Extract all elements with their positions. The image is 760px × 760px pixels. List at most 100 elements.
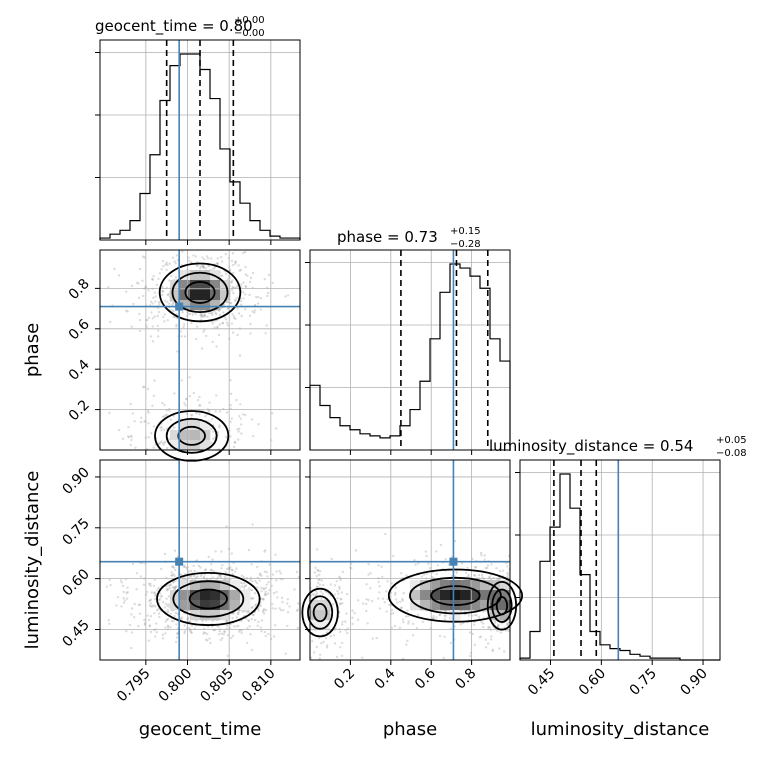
sample-point-geocent-time-vs-luminosity-distance (230, 636, 233, 640)
sample-point-geocent-time-vs-luminosity-distance (211, 558, 214, 561)
sample-point-geocent-time-vs-phase (173, 426, 176, 429)
sample-point-geocent-time-vs-phase (218, 313, 222, 317)
ytick-label-phase: 0.8 (66, 276, 93, 303)
sample-point-geocent-time-vs-luminosity-distance (149, 602, 152, 605)
sample-point-geocent-time-vs-luminosity-distance (214, 550, 217, 553)
sample-point-geocent-time-vs-luminosity-distance (147, 582, 151, 586)
sample-point-geocent-time-vs-phase (156, 306, 160, 310)
sample-point-geocent-time-vs-phase (166, 447, 169, 450)
sample-point-geocent-time-vs-phase (200, 347, 204, 350)
contour-geocent-time-vs-luminosity-distance-0-0 (188, 588, 228, 610)
sample-point-geocent-time-vs-luminosity-distance (219, 575, 222, 578)
sample-point-geocent-time-vs-luminosity-distance (216, 625, 220, 628)
sample-point-geocent-time-vs-phase (195, 337, 198, 341)
sample-point-geocent-time-vs-luminosity-distance (147, 639, 150, 642)
sample-point-geocent-time-vs-phase (199, 312, 203, 316)
sample-point-geocent-time-vs-phase (237, 264, 240, 267)
density-cell-phase-vs-luminosity-distance (470, 590, 481, 601)
density-cell-geocent-time-vs-phase (190, 270, 201, 281)
sample-point-phase-vs-luminosity-distance (341, 620, 344, 623)
sample-point-geocent-time-vs-phase (229, 403, 232, 407)
sample-point-geocent-time-vs-luminosity-distance (206, 625, 210, 628)
sample-point-geocent-time-vs-luminosity-distance (151, 605, 154, 608)
sample-point-phase-vs-luminosity-distance (505, 623, 509, 626)
sample-point-geocent-time-vs-luminosity-distance (165, 618, 169, 621)
sample-point-phase-vs-luminosity-distance (444, 614, 448, 617)
sample-point-phase-vs-luminosity-distance (432, 617, 435, 620)
sample-point-phase-vs-luminosity-distance (382, 597, 385, 600)
sample-point-geocent-time-vs-luminosity-distance (246, 627, 249, 630)
sample-point-geocent-time-vs-phase (130, 325, 133, 328)
sample-point-geocent-time-vs-phase (172, 310, 175, 313)
sample-point-geocent-time-vs-luminosity-distance (232, 625, 236, 628)
sample-point-geocent-time-vs-luminosity-distance (184, 565, 187, 569)
sample-point-geocent-time-vs-luminosity-distance (133, 616, 136, 619)
sample-point-geocent-time-vs-phase (121, 437, 125, 440)
contour-geocent-time-vs-phase-1-0 (177, 425, 206, 446)
sample-point-geocent-time-vs-luminosity-distance (158, 598, 162, 601)
sample-point-geocent-time-vs-phase (163, 403, 166, 407)
sample-point-geocent-time-vs-luminosity-distance (231, 634, 235, 638)
panel-frame-phase-vs-luminosity-distance (309, 459, 511, 661)
sample-point-geocent-time-vs-luminosity-distance (243, 586, 246, 589)
sample-point-geocent-time-vs-phase (212, 430, 215, 433)
sample-point-geocent-time-vs-luminosity-distance (209, 641, 212, 645)
sample-point-geocent-time-vs-luminosity-distance (183, 630, 186, 633)
sample-point-phase-vs-luminosity-distance (459, 623, 462, 626)
sample-point-phase-vs-luminosity-distance (322, 583, 325, 587)
sample-point-phase-vs-luminosity-distance (378, 607, 381, 610)
sample-point-geocent-time-vs-phase (259, 308, 262, 311)
sample-point-geocent-time-vs-luminosity-distance (164, 620, 167, 623)
sample-point-geocent-time-vs-luminosity-distance (125, 597, 129, 600)
density-cell-phase-vs-luminosity-distance (500, 610, 511, 621)
sample-point-geocent-time-vs-luminosity-distance (255, 581, 259, 585)
sample-point-geocent-time-vs-phase (217, 333, 221, 337)
sample-point-geocent-time-vs-phase (234, 298, 237, 301)
contour-phase-vs-luminosity-distance-1-1 (307, 595, 334, 630)
sample-point-geocent-time-vs-luminosity-distance (164, 632, 167, 635)
sample-point-phase-vs-luminosity-distance (425, 572, 429, 575)
density-cell-geocent-time-vs-luminosity-distance (170, 590, 181, 601)
sample-point-geocent-time-vs-luminosity-distance (139, 575, 142, 578)
sample-point-phase-vs-luminosity-distance (346, 631, 349, 635)
sample-point-geocent-time-vs-luminosity-distance (247, 619, 250, 622)
sample-point-geocent-time-vs-phase (253, 309, 257, 312)
sample-point-geocent-time-vs-luminosity-distance (266, 575, 269, 578)
sample-point-phase-vs-luminosity-distance (378, 585, 381, 588)
sample-point-geocent-time-vs-phase (159, 426, 162, 429)
sample-point-geocent-time-vs-luminosity-distance (205, 638, 208, 641)
density-cell-geocent-time-vs-luminosity-distance (230, 580, 241, 591)
density-cell-geocent-time-vs-luminosity-distance (190, 590, 201, 601)
sample-point-geocent-time-vs-phase (165, 261, 168, 264)
sample-point-geocent-time-vs-luminosity-distance (250, 563, 253, 566)
sample-point-phase-vs-luminosity-distance (319, 653, 322, 656)
density-cell-phase-vs-luminosity-distance (310, 620, 321, 631)
sample-point-geocent-time-vs-phase (238, 354, 242, 357)
sample-point-geocent-time-vs-luminosity-distance (260, 590, 263, 593)
sample-point-geocent-time-vs-luminosity-distance (152, 584, 156, 587)
sample-point-geocent-time-vs-luminosity-distance (188, 575, 191, 578)
sample-point-phase-vs-luminosity-distance (497, 623, 500, 627)
sample-point-geocent-time-vs-luminosity-distance (280, 596, 284, 599)
sample-point-phase-vs-luminosity-distance (339, 630, 342, 633)
sample-point-geocent-time-vs-phase (173, 315, 176, 319)
sample-point-geocent-time-vs-phase (153, 379, 156, 382)
sample-point-geocent-time-vs-luminosity-distance (250, 648, 254, 652)
xtick-label-phase: 0.8 (452, 666, 479, 693)
sample-point-geocent-time-vs-phase (203, 258, 206, 261)
sample-point-geocent-time-vs-phase (168, 409, 171, 412)
sample-point-geocent-time-vs-luminosity-distance (262, 588, 266, 591)
sample-point-phase-vs-luminosity-distance (506, 571, 509, 575)
density-cell-geocent-time-vs-phase (170, 440, 181, 451)
sample-point-geocent-time-vs-phase (152, 296, 155, 300)
sample-point-geocent-time-vs-phase (240, 299, 243, 303)
sample-point-geocent-time-vs-phase (156, 324, 160, 328)
sample-point-geocent-time-vs-phase (231, 252, 235, 255)
sample-point-geocent-time-vs-luminosity-distance (286, 624, 289, 628)
sample-point-geocent-time-vs-luminosity-distance (229, 623, 232, 626)
sample-point-geocent-time-vs-phase (147, 411, 150, 414)
xtick-label-geocent-time: 0.805 (197, 666, 237, 706)
sample-point-phase-vs-luminosity-distance (484, 566, 487, 570)
sample-point-geocent-time-vs-phase (230, 259, 234, 263)
sample-point-geocent-time-vs-luminosity-distance (245, 617, 248, 620)
